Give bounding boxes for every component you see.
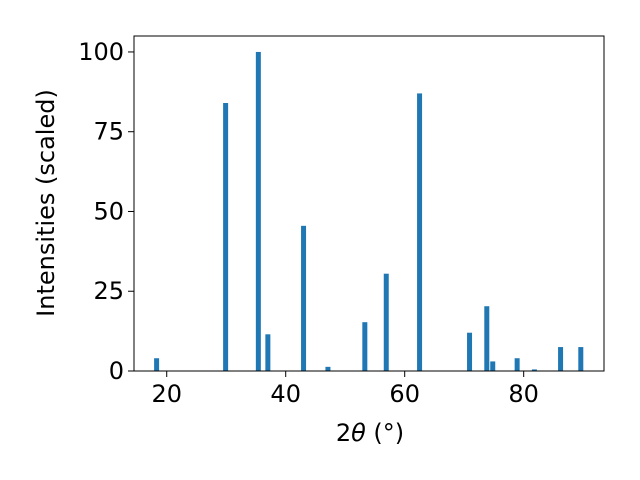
y-tick-label-1: 25: [93, 277, 124, 305]
bar-7: [383, 273, 389, 371]
bar-10: [484, 306, 490, 371]
bar-12: [514, 358, 520, 371]
bar-6: [362, 322, 368, 371]
x-tick-label-3: 80: [508, 380, 539, 408]
bar-15: [578, 347, 584, 371]
y-tick-label-2: 50: [93, 197, 124, 225]
bar-9: [467, 332, 473, 371]
y-axis-ticks: 0 25 50 75 100: [78, 38, 134, 385]
bar-1: [223, 103, 229, 371]
bar-5: [325, 366, 331, 371]
bar-2: [255, 51, 261, 371]
x-axis-title: 2θ (°): [336, 419, 404, 447]
y-tick-label-0: 0: [109, 357, 124, 385]
bar-4: [301, 225, 307, 371]
bars-group: [154, 51, 584, 371]
y-axis-title: Intensities (scaled): [32, 89, 60, 317]
bar-14: [558, 347, 564, 371]
bar-11: [490, 361, 496, 371]
bar-3: [265, 334, 271, 371]
y-tick-label-3: 75: [93, 118, 124, 146]
x-tick-label-0: 20: [151, 380, 182, 408]
x-axis-ticks: 20 40 60 80: [151, 371, 539, 408]
bar-13: [531, 369, 537, 371]
y-tick-label-4: 100: [78, 38, 124, 66]
plot-frame: [133, 35, 605, 372]
bar-0: [154, 358, 160, 371]
x-tick-label-1: 40: [270, 380, 301, 408]
x-tick-label-2: 60: [389, 380, 420, 408]
bar-8: [417, 93, 423, 371]
